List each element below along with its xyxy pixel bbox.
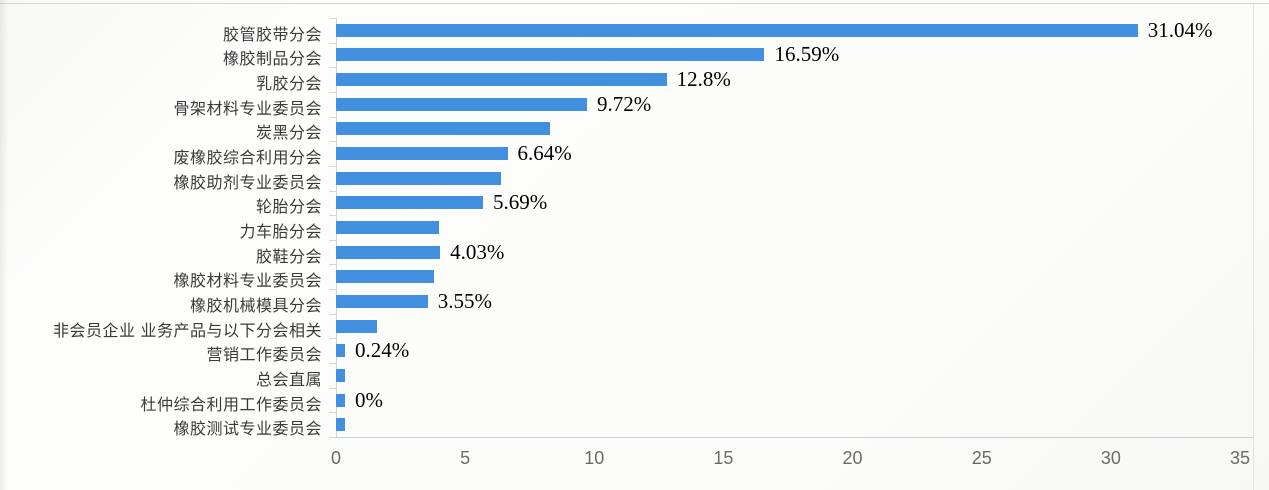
bar-row: 3.55% (336, 288, 1240, 313)
category-axis-tick (329, 190, 336, 192)
x-tick-label: 0 (330, 448, 341, 468)
category-axis-tick (329, 412, 336, 414)
category-axis-tick (329, 91, 336, 93)
category-axis-tick (329, 165, 336, 167)
x-tick-label: 15 (713, 448, 734, 468)
category-label: 橡胶测试专业委员会 (173, 421, 322, 439)
category-axis-tick (329, 42, 336, 44)
bar-row: 16.59% (336, 42, 1240, 67)
bar-row (336, 270, 1240, 284)
category-axis-tick (329, 67, 336, 69)
x-tick-label: 25 (971, 448, 992, 468)
category-axis-tick (329, 313, 336, 315)
category-axis-tick (329, 239, 336, 241)
bar (336, 245, 441, 259)
category-axis-tick (329, 116, 336, 118)
bar (336, 344, 346, 358)
category-label: 非会员企业 业务产品与以下分会相关 (53, 322, 322, 340)
category-label: 乳胶分会 (255, 76, 322, 94)
category-label: 骨架材料专业委员会 (173, 100, 322, 118)
data-label: 5.69% (492, 190, 548, 215)
plot-area: 31.04% 16.59% 12.8% 9.72% 6.64% 5.69% 4.03% 3.5… (336, 18, 1240, 437)
category-label: 橡胶材料专业委员会 (173, 273, 322, 291)
category-axis-tick (329, 437, 336, 438)
bar (336, 270, 435, 284)
bar-row (336, 171, 1240, 185)
bar (336, 368, 346, 382)
data-label: 0.24% (355, 338, 410, 363)
bar-row: 0% (336, 387, 1240, 412)
category-axis-tick (329, 289, 336, 291)
category-label: 轮胎分会 (255, 199, 322, 217)
top-edge-line (0, 3, 1269, 4)
category-label: 橡胶机械模具分会 (189, 297, 322, 315)
bar-row: 9.72% (336, 91, 1240, 116)
data-label: 9.72% (597, 91, 652, 116)
category-label: 力车胎分会 (239, 224, 322, 241)
data-label: 12.8% (676, 67, 731, 92)
bar (336, 97, 588, 111)
bar-row: 12.8% (336, 67, 1240, 92)
x-axis-line (336, 437, 1253, 438)
category-label: 胶管胶带分会 (222, 26, 322, 44)
bar-row: 0.24% (336, 338, 1240, 363)
bar (336, 147, 508, 161)
x-tick-label: 35 (1229, 448, 1251, 468)
bar (336, 196, 483, 210)
data-label: 0% (355, 387, 384, 412)
bar-row (336, 221, 1240, 234)
category-label: 营销工作委员会 (206, 347, 322, 365)
bar (336, 221, 440, 234)
right-edge-line (1253, 4, 1254, 490)
category-axis-tick (329, 215, 336, 217)
bar-row (336, 122, 1240, 136)
data-label: 4.03% (450, 239, 505, 264)
bar (336, 393, 346, 407)
data-label: 3.55% (437, 288, 492, 313)
category-axis-tick (329, 363, 336, 365)
category-axis-tick (329, 141, 336, 143)
bar-row (336, 368, 1240, 382)
bar-row (336, 418, 1240, 432)
bar (336, 73, 667, 87)
data-label: 31.04% (1147, 17, 1213, 42)
bar (336, 294, 428, 308)
bar (336, 23, 1138, 37)
x-tick-label: 5 (460, 448, 471, 468)
bar (336, 319, 378, 333)
category-label: 胶鞋分会 (255, 248, 322, 266)
bar-row (336, 319, 1240, 333)
category-label: 废橡胶综合利用分会 (173, 150, 322, 168)
category-axis-tick (329, 18, 336, 19)
bar-row: 5.69% (336, 190, 1240, 215)
category-axis-tick (329, 264, 336, 266)
category-label: 橡胶制品分会 (222, 51, 322, 69)
bar (336, 48, 765, 62)
category-axis-tick (329, 387, 336, 389)
bar (336, 122, 551, 136)
category-label: 橡胶助剂专业委员会 (173, 174, 322, 192)
x-tick-label: 10 (584, 448, 605, 468)
category-label: 炭黑分会 (255, 125, 322, 143)
x-tick-label: 30 (1100, 448, 1121, 468)
category-label: 总会直属 (255, 371, 322, 389)
left-edge-shade (0, 0, 8, 490)
bar (336, 418, 346, 432)
category-axis-labels: 胶管胶带分会 橡胶制品分会 乳胶分会 骨架材料专业委员会 炭黑分会 废橡胶综合利用分会 橡胶… (0, 18, 322, 439)
data-label: 16.59% (774, 42, 840, 67)
x-tick-label: 20 (842, 448, 863, 468)
category-label: 杜仲综合利用工作委员会 (140, 396, 322, 414)
bar-row: 6.64% (336, 141, 1240, 166)
category-axis-tick (329, 338, 336, 340)
bar-row: 4.03% (336, 239, 1240, 264)
data-label: 6.64% (517, 141, 572, 166)
bar (336, 171, 502, 185)
bar-row: 31.04% (336, 17, 1240, 42)
